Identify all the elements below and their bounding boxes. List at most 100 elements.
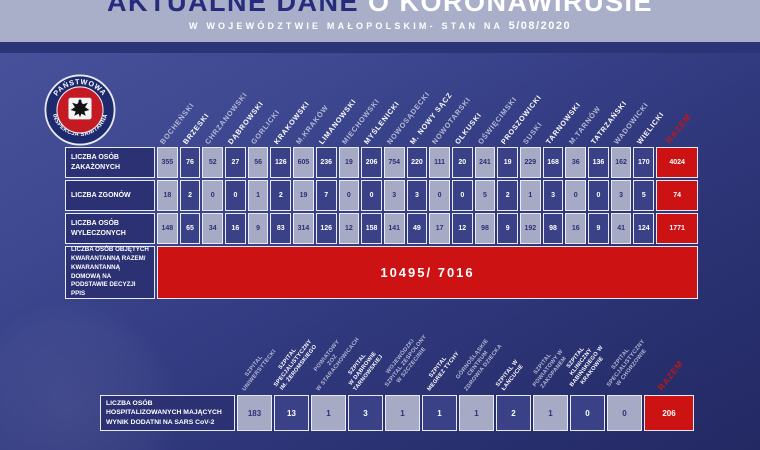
value-cell: 65	[179, 213, 201, 244]
column-header: SZPITAL W ŁAŃCUCIE	[494, 358, 525, 392]
value-cell: 111	[429, 147, 450, 178]
quarantine-value: 10495/ 7016	[157, 246, 698, 299]
value-cell: 0	[202, 180, 224, 211]
value-cell: 19	[338, 147, 360, 178]
value-cell: 0	[607, 395, 642, 431]
column-header: SZPITAL UNIWERSYTECKI	[241, 348, 278, 393]
column-header: SUSKI	[521, 119, 545, 146]
value-cell: 7	[315, 180, 337, 211]
value-cell: 49	[406, 213, 428, 244]
value-cell: 9	[497, 213, 518, 244]
value-cell: 1	[422, 395, 457, 431]
value-cell: 9	[588, 213, 609, 244]
value-cell: 5	[633, 180, 655, 211]
value-cell: 229	[520, 147, 541, 178]
value-cell: 124	[633, 213, 655, 244]
value-cell: 0	[429, 180, 450, 211]
table1-row: LICZBA ZGONÓW 18 2 0 0 1 2 19 7 0 0 3 3 0 0 5 2 1 3 0 0 3 5 74	[65, 180, 699, 211]
value-cell: 2	[496, 395, 531, 431]
value-cell: 36	[565, 147, 587, 178]
value-cell: 83	[270, 213, 292, 244]
divider-strip	[0, 42, 760, 53]
value-cell: 20	[451, 147, 473, 178]
value-cell: 52	[202, 147, 224, 178]
value-cell: 1	[459, 395, 494, 431]
value-cell: 1	[533, 395, 568, 431]
value-cell: 126	[315, 213, 337, 244]
column-header: OŚWIĘCIMSKI	[475, 94, 519, 146]
column-header: SZPITAL KLINICZNY BABIŃSKIEGO W KRAKOWIE	[565, 344, 605, 389]
value-cell: 98	[474, 213, 496, 244]
total-cell: 1771	[656, 213, 699, 244]
row-label: LICZBA OSÓB HOSPITALIZOWANYCH MAJĄCYCH W…	[100, 395, 235, 431]
value-cell: 3	[383, 180, 405, 211]
value-cell: 158	[361, 213, 382, 244]
value-cell: 3	[406, 180, 428, 211]
report-date: 5/08/2020	[508, 20, 572, 32]
total-cell: 206	[644, 395, 694, 431]
value-cell: 148	[157, 213, 178, 244]
page-title: AKTUALNE DANE O KORONAWIRUSIE	[0, 0, 760, 18]
value-cell: 18	[157, 180, 178, 211]
value-cell: 355	[157, 147, 178, 178]
value-cell: 0	[565, 180, 587, 211]
value-cell: 0	[588, 180, 609, 211]
value-cell: 136	[588, 147, 609, 178]
value-cell: 98	[542, 213, 564, 244]
row-label: LICZBA OSÓB WYLECZONYCH	[65, 213, 155, 244]
value-cell: 19	[497, 147, 518, 178]
value-cell: 34	[202, 213, 224, 244]
value-cell: 236	[315, 147, 337, 178]
row-label: LICZBA OSÓB OBJĘTYCH KWARANTANNĄ RAZEM/ …	[65, 246, 155, 299]
value-cell: 1	[385, 395, 420, 431]
value-cell: 27	[225, 147, 246, 178]
value-cell: 17	[429, 213, 450, 244]
total-cell: 4024	[656, 147, 699, 178]
value-cell: 0	[225, 180, 246, 211]
value-cell: 126	[270, 147, 292, 178]
hospital-headers: SZPITAL UNIWERSYTECKI SZPITAL SPECJALISTY…	[100, 296, 720, 393]
value-cell: 16	[565, 213, 587, 244]
title-white-part: O KORONAWIRUSIE	[368, 0, 654, 17]
value-cell: 192	[520, 213, 541, 244]
value-cell: 754	[383, 147, 405, 178]
county-headers: BOCHEŃSKI BRZESKI CHRZANOWSKI DĄBROWSKI GORL…	[65, 54, 725, 146]
total-column-header: RAZEM	[664, 111, 694, 146]
title-navy-part: AKTUALNE DANE	[106, 0, 359, 17]
value-cell: 1	[311, 395, 346, 431]
value-cell: 1	[520, 180, 541, 211]
total-cell: 74	[656, 180, 699, 211]
sanepid-logo-svg: PAŃSTWOWA INSPEKCJA SANITARNA	[44, 74, 116, 146]
subtitle-text: W WOJEWÓDZTWIE MAŁOPOLSKIM- STAN NA	[188, 21, 503, 31]
value-cell: 5	[474, 180, 496, 211]
value-cell: 0	[361, 180, 382, 211]
value-cell: 1	[247, 180, 269, 211]
value-cell: 0	[570, 395, 605, 431]
value-cell: 206	[361, 147, 382, 178]
value-cell: 9	[247, 213, 269, 244]
value-cell: 2	[270, 180, 292, 211]
value-cell: 3	[610, 180, 632, 211]
value-cell: 41	[610, 213, 632, 244]
value-cell: 605	[293, 147, 314, 178]
eagle-icon	[70, 99, 90, 118]
row-label: LICZBA OSÓB ZAKAŻONYCH	[65, 147, 155, 178]
value-cell: 170	[633, 147, 655, 178]
value-cell: 13	[274, 395, 309, 431]
value-cell: 2	[497, 180, 518, 211]
value-cell: 162	[610, 147, 632, 178]
column-header: SZPITAL SPECJALISTYCZNY W CHORZOWIE	[605, 338, 648, 389]
value-cell: 0	[451, 180, 473, 211]
value-cell: 16	[225, 213, 246, 244]
subtitle: W WOJEWÓDZTWIE MAŁOPOLSKIM- STAN NA 5/08…	[0, 20, 760, 32]
title-band: AKTUALNE DANE O KORONAWIRUSIE W WOJEWÓDZ…	[0, 0, 760, 42]
value-cell: 12	[451, 213, 473, 244]
value-cell: 12	[338, 213, 360, 244]
value-cell: 19	[293, 180, 314, 211]
sanepid-logo: PAŃSTWOWA INSPEKCJA SANITARNA	[44, 74, 116, 146]
row-label: LICZBA ZGONÓW	[65, 180, 155, 211]
value-cell: 76	[179, 147, 201, 178]
value-cell: 2	[179, 180, 201, 211]
value-cell: 3	[348, 395, 383, 431]
